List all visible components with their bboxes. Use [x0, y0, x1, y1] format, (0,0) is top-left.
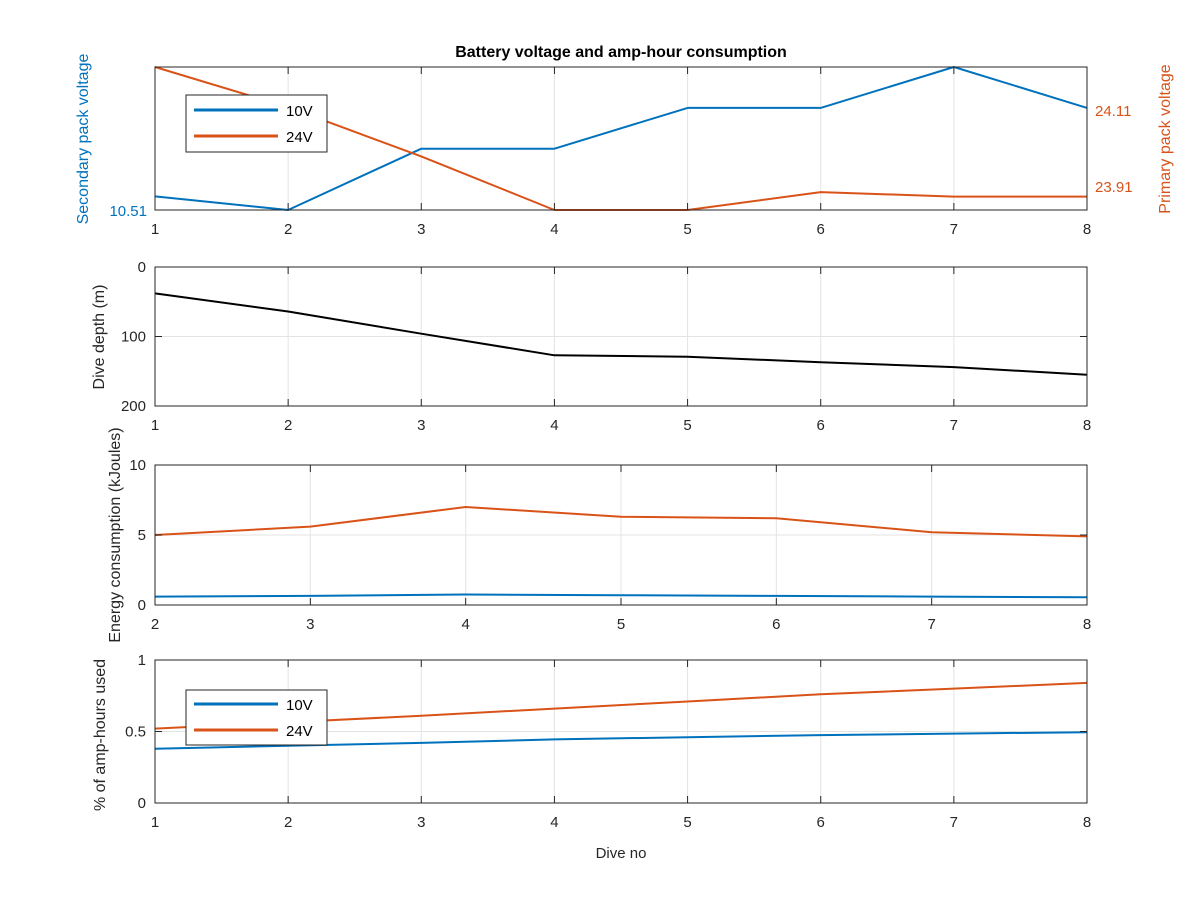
energy-x-tick-label: 3: [306, 616, 314, 633]
amphours-x-tick-label: 1: [151, 814, 159, 831]
energy-line-series-1: [154, 593, 1088, 599]
energy-y-ticks: 0 5 10: [129, 457, 1087, 614]
amphours-y-ticks: 00.51: [125, 652, 1087, 812]
energy-x-tick-label: 6: [772, 616, 780, 633]
depth-y-tick-label: 100: [121, 329, 146, 346]
amphours-y-axis-label: % of amp-hours used: [92, 659, 109, 811]
voltage-x-tick-label: 4: [550, 221, 558, 238]
voltage-line-10v: [154, 66, 1088, 211]
energy-series: [154, 506, 1088, 599]
voltage-x-tick-label: 2: [284, 221, 292, 238]
amphours-x-tick-label: 3: [417, 814, 425, 831]
energy-x-tick-label: 2: [151, 616, 159, 633]
depth-x-tick-label: 6: [817, 417, 825, 434]
panel-energy: 2 3 4 5 6 7 8 0 5 10 Energy consumption (kJoules…: [107, 427, 1091, 642]
voltage-x-tick-label: 6: [817, 221, 825, 238]
depth-x-tick-label: 8: [1083, 417, 1091, 434]
voltage-grid: [287, 67, 955, 210]
depth-line-series-1: [154, 292, 1088, 376]
depth-x-tick-label: 7: [950, 417, 958, 434]
voltage-y-tick-left: 10.51: [109, 203, 147, 220]
amphours-x-tick-label: 8: [1083, 814, 1091, 831]
amphours-legend-label-10v: 10V: [286, 697, 313, 714]
depth-grid: [155, 267, 1087, 406]
voltage-y-tick-right-bottom: 23.91: [1095, 179, 1133, 196]
voltage-x-ticks: 1 2 3 4 5 6 7 8: [151, 67, 1091, 238]
energy-line-series-2: [154, 506, 1088, 538]
depth-y-ticks: 0 100 200: [121, 259, 1087, 415]
voltage-legend-label-24v: 24V: [286, 129, 313, 146]
energy-x-tick-label: 8: [1083, 616, 1091, 633]
amphours-y-tick-label: 1: [138, 652, 146, 669]
panel-depth: 1 2 3 4 5 6 7 8 0 100 200 Dive depth (m): [91, 259, 1091, 434]
depth-x-tick-label: 5: [683, 417, 691, 434]
amphours-x-tick-label: 2: [284, 814, 292, 831]
depth-y-axis-label: Dive depth (m): [91, 285, 108, 390]
figure-title: Battery voltage and amp-hour consumption: [455, 44, 787, 61]
amphours-legend: 10V 24V: [185, 689, 328, 746]
voltage-x-tick-label: 7: [950, 221, 958, 238]
amphours-x-axis-label: Dive no: [596, 845, 647, 862]
amphours-legend-label-24v: 24V: [286, 723, 313, 740]
depth-series: [154, 292, 1088, 376]
voltage-x-tick-label: 8: [1083, 221, 1091, 238]
depth-x-tick-label: 4: [550, 417, 558, 434]
energy-y-tick-label: 0: [138, 597, 146, 614]
depth-x-tick-label: 2: [284, 417, 292, 434]
energy-y-tick-label: 5: [138, 527, 146, 544]
panel-voltage: 1 2 3 4 5 6 7 8 10.51 24.11 23.91 Secondary pac…: [75, 54, 1174, 238]
amphours-y-tick-label: 0: [138, 795, 146, 812]
depth-y-tick-label: 0: [138, 259, 146, 276]
energy-y-axis-label: Energy consumption (kJoules): [107, 427, 124, 642]
energy-grid: [155, 465, 1087, 605]
voltage-legend: 10V 24V: [185, 94, 328, 153]
voltage-x-tick-label: 1: [151, 221, 159, 238]
energy-x-tick-label: 4: [461, 616, 469, 633]
energy-x-tick-label: 7: [927, 616, 935, 633]
depth-y-tick-label: 200: [121, 398, 146, 415]
amphours-x-ticks: 1 2 3 4 5 6 7 8: [151, 660, 1091, 831]
voltage-y-axis-label-left: Secondary pack voltage: [75, 54, 92, 225]
amphours-legend-box: [185, 689, 328, 746]
voltage-legend-box: [185, 94, 328, 153]
energy-y-tick-label: 10: [129, 457, 146, 474]
depth-x-ticks: 1 2 3 4 5 6 7 8: [151, 267, 1091, 434]
amphours-y-tick-label: 0.5: [125, 724, 146, 741]
depth-x-tick-label: 3: [417, 417, 425, 434]
voltage-x-tick-label: 5: [683, 221, 691, 238]
voltage-x-tick-label: 3: [417, 221, 425, 238]
depth-x-tick-label: 1: [151, 417, 159, 434]
amphours-x-tick-label: 5: [683, 814, 691, 831]
amphours-x-tick-label: 7: [950, 814, 958, 831]
voltage-y-tick-right-top: 24.11: [1095, 103, 1131, 120]
energy-x-ticks: 2 3 4 5 6 7 8: [151, 465, 1091, 633]
amphours-x-tick-label: 4: [550, 814, 558, 831]
energy-x-tick-label: 5: [617, 616, 625, 633]
voltage-plot-frame: [154, 66, 1088, 211]
voltage-y-axis-label-right: Primary pack voltage: [1157, 64, 1174, 213]
amphours-x-tick-label: 6: [817, 814, 825, 831]
voltage-legend-label-10v: 10V: [286, 103, 313, 120]
